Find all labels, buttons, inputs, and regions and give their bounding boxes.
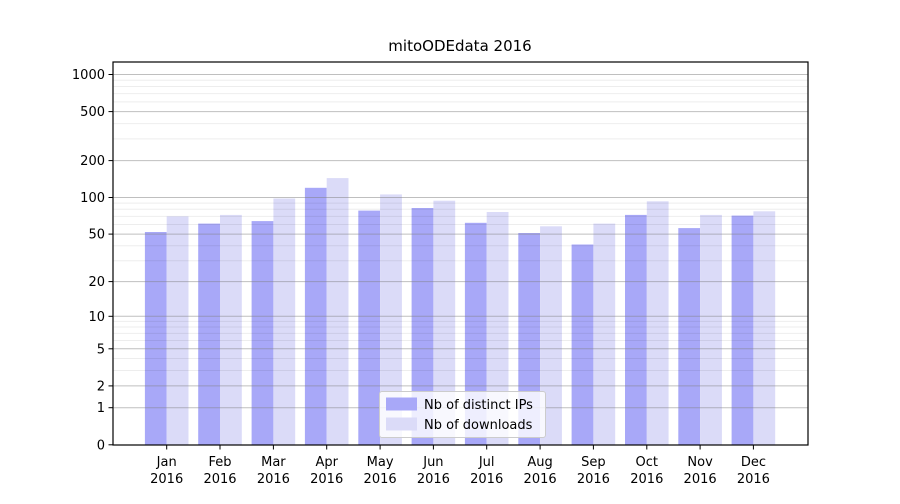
- x-tick-label-sep: Sep 2016: [577, 455, 610, 487]
- bar-distinct-ips-dec: [731, 215, 754, 445]
- y-tick-label-20: 20: [88, 275, 105, 290]
- legend-swatch-downloads: [386, 417, 417, 431]
- y-tick-label-1000: 1000: [72, 68, 105, 83]
- bar-downloads-may: [380, 194, 402, 445]
- y-tick-label-1: 1: [97, 401, 105, 416]
- x-tick-label-feb: Feb 2016: [203, 455, 236, 487]
- y-tick-label-5: 5: [97, 342, 105, 357]
- bar-downloads-jan: [166, 216, 189, 445]
- chart-title: mitoODEdata 2016: [388, 37, 531, 55]
- legend-box: [379, 391, 546, 438]
- y-tick-labels: 0 1 2 5 10 20 50 100 200 500 1000: [72, 68, 105, 453]
- y-tick-label-0: 0: [97, 438, 105, 453]
- bar-distinct-ips-mar: [251, 221, 274, 445]
- x-tick-labels: Jan 2016 Feb 2016 Mar 2016 Apr 2016 May 2016 Jun 20…: [150, 455, 770, 487]
- y-tick-label-2: 2: [97, 379, 105, 394]
- bar-downloads-aug: [540, 226, 562, 445]
- minor-gridlines: [113, 79, 808, 371]
- y-tick-label-500: 500: [80, 105, 105, 120]
- bar-downloads-apr: [326, 178, 349, 445]
- bar-distinct-ips-jul: [464, 222, 487, 445]
- legend-label-downloads: Nb of downloads: [424, 418, 533, 433]
- x-tick-label-may: May 2016: [364, 455, 397, 487]
- bar-distinct-ips-feb: [198, 223, 220, 445]
- bar-distinct-ips-sep: [571, 244, 594, 445]
- bar-distinct-ips-jan: [144, 232, 167, 445]
- bar-downloads-feb: [220, 214, 242, 445]
- legend-label-distinct-ips: Nb of distinct IPs: [424, 398, 533, 413]
- tick-marks: [108, 74, 754, 450]
- bar-downloads-sep: [593, 223, 616, 445]
- plot-border: [112, 61, 809, 446]
- y-tick-label-10: 10: [88, 310, 105, 325]
- x-tick-label-mar: Mar 2016: [257, 455, 290, 487]
- x-tick-label-oct: Oct 2016: [630, 455, 663, 487]
- x-tick-label-jan: Jan 2016: [150, 455, 183, 487]
- y-tick-label-100: 100: [80, 191, 105, 206]
- bar-downloads-nov: [700, 214, 722, 445]
- x-tick-label-nov: Nov 2016: [684, 455, 717, 487]
- x-tick-label-jul: Jul 2016: [470, 455, 503, 487]
- legend: Nb of distinct IPs Nb of downloads: [379, 391, 546, 438]
- x-tick-label-dec: Dec 2016: [737, 455, 770, 487]
- major-gridlines: [113, 74, 808, 409]
- bar-downloads-oct: [646, 201, 669, 445]
- bar-distinct-ips-oct: [625, 214, 647, 445]
- bar-downloads-mar: [273, 198, 296, 445]
- x-tick-label-jun: Jun 2016: [417, 455, 450, 487]
- bar-downloads-dec: [753, 211, 776, 445]
- y-tick-label-200: 200: [80, 154, 105, 169]
- x-tick-label-aug: Aug 2016: [524, 455, 557, 487]
- x-tick-label-apr: Apr 2016: [310, 455, 343, 487]
- bar-downloads-jul: [486, 212, 509, 445]
- bar-distinct-ips-nov: [678, 228, 701, 445]
- y-tick-label-50: 50: [88, 228, 105, 243]
- bar-downloads-jun: [433, 200, 456, 445]
- legend-swatch-distinct-ips: [386, 397, 417, 411]
